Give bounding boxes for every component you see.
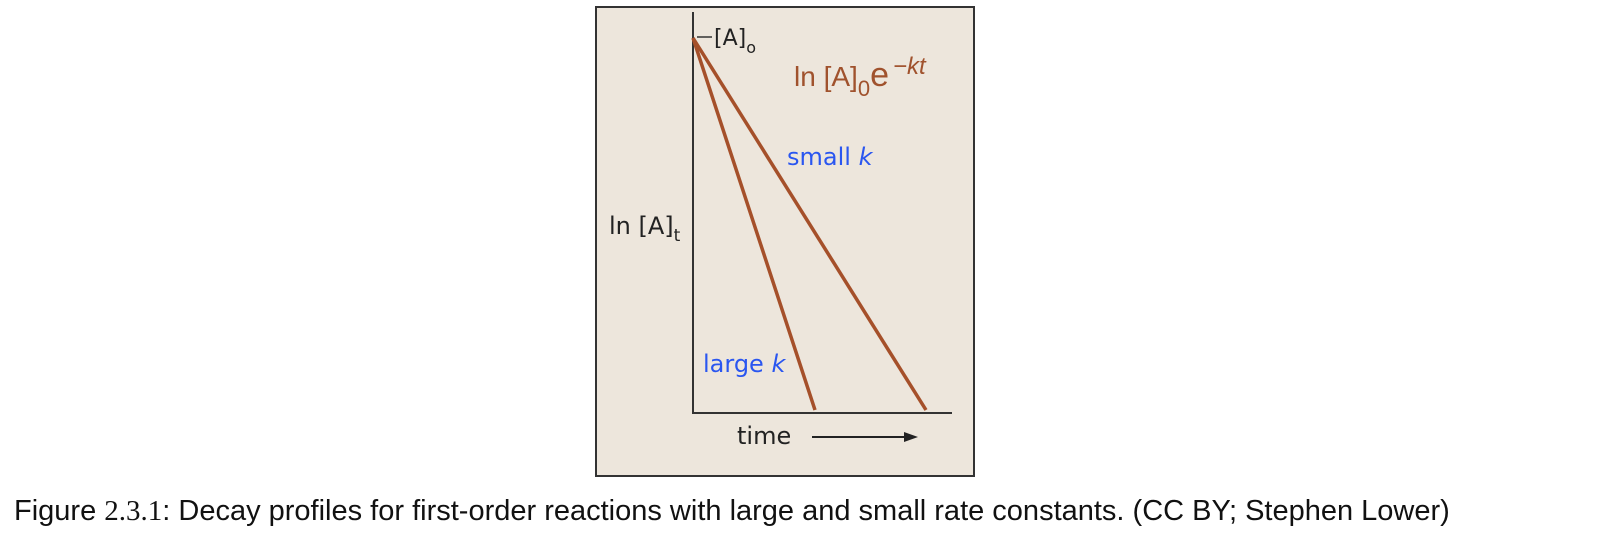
y-axis-label: ln [A]t: [609, 212, 681, 246]
large-k-line: [691, 37, 817, 411]
initial-label: [A]o: [714, 26, 756, 57]
caption-text: : Decay profiles for first-order reactio…: [162, 495, 1450, 527]
equation-subscript: 0: [858, 76, 870, 101]
equation-exponent: −kt: [893, 53, 927, 80]
y-axis-label-text: ln [A]: [609, 212, 674, 240]
equation-text: ln [A]: [794, 61, 858, 92]
large-k-label-variable: k: [771, 350, 786, 378]
small-k-label-text: small: [787, 143, 851, 171]
x-axis-label: time: [737, 422, 791, 450]
figure-frame: [595, 6, 975, 477]
small-k-label: small k: [787, 143, 874, 171]
y-axis-label-subscript: t: [674, 226, 681, 246]
initial-label-text: [A]: [714, 26, 746, 51]
large-k-label: large k: [703, 350, 786, 378]
caption-number: 2.3.1: [104, 495, 162, 527]
equation: ln [A]0e −kt: [794, 53, 927, 101]
large-k-label-text: large: [703, 350, 764, 378]
small-k-line: [691, 37, 928, 411]
time-arrow-head: [904, 432, 918, 442]
caption: Figure 2.3.1: Decay profiles for first-o…: [14, 495, 1450, 527]
small-k-label-variable: k: [859, 143, 874, 171]
caption-prefix: Figure: [14, 495, 104, 527]
initial-label-subscript: o: [746, 38, 756, 57]
equation-base: e: [870, 56, 889, 94]
